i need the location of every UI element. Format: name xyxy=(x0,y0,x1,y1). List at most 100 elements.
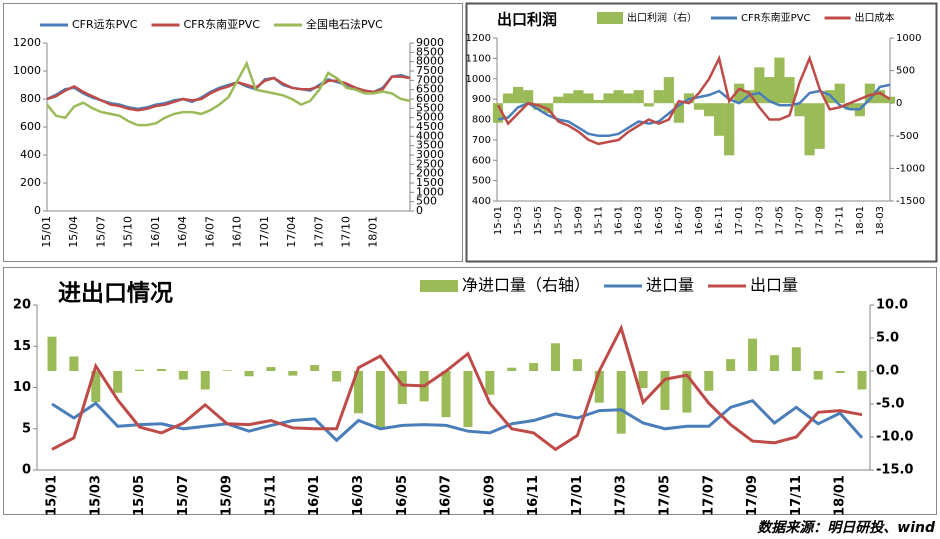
x-tick-label: 16-07 xyxy=(674,206,685,235)
bar xyxy=(813,371,823,380)
bar xyxy=(266,367,276,371)
bar xyxy=(726,359,736,371)
x-tick-label: 18-03 xyxy=(875,206,886,235)
y-tick-label: 400 xyxy=(20,148,41,161)
y-tick-label: 5000 xyxy=(416,111,444,124)
bar xyxy=(857,371,867,390)
y-tick-label: 6500 xyxy=(416,83,444,96)
y-tick-label: 700 xyxy=(472,135,491,146)
bar xyxy=(703,103,715,117)
y-tick-label: 0 xyxy=(22,463,31,478)
x-tick-label: 16/05 xyxy=(395,475,410,516)
bar xyxy=(529,363,539,371)
x-tick-label: 16-05 xyxy=(654,206,665,235)
legend-label: 净进口量（右轴） xyxy=(462,276,590,295)
bar xyxy=(864,83,875,104)
y-tick-label: 5.0 xyxy=(876,331,899,346)
y-tick-label: 0 xyxy=(416,204,423,217)
bar xyxy=(804,103,815,156)
y-tick-label: 600 xyxy=(472,155,491,166)
x-tick-label: 15-11 xyxy=(594,206,605,235)
y-tick-label: 10.0 xyxy=(876,298,908,313)
y-tick-label: 4000 xyxy=(416,129,444,142)
y-tick-label: 0.0 xyxy=(876,364,899,379)
chart-title: 出口利润 xyxy=(497,11,557,29)
y-tick-label: 6000 xyxy=(416,92,444,105)
bar xyxy=(551,343,561,371)
x-tick-label: 17/11 xyxy=(789,475,804,516)
y-tick-label: 9000 xyxy=(416,36,444,49)
y-tick-label: 400 xyxy=(472,196,491,207)
x-tick-label: 16/01 xyxy=(149,216,162,248)
bar xyxy=(563,93,574,104)
x-tick-label: 18/01 xyxy=(367,216,380,248)
y-tick-label: 1000 xyxy=(896,33,921,44)
legend-label: CFR东南亚PVC xyxy=(184,18,261,31)
bar xyxy=(693,103,705,110)
bar xyxy=(397,371,407,404)
panel-frame xyxy=(465,2,938,263)
bar xyxy=(375,371,385,429)
y-tick-label: 1000 xyxy=(13,64,41,77)
y-tick-label: -15.0 xyxy=(876,463,913,478)
y-tick-label: 20 xyxy=(13,298,31,313)
y-tick-label: 0 xyxy=(34,204,41,217)
line-series xyxy=(46,75,411,112)
bar xyxy=(353,371,363,414)
bar xyxy=(572,359,582,371)
bar xyxy=(69,356,79,371)
y-tick-label: 3000 xyxy=(416,148,444,161)
legend-label: 全国电石法PVC xyxy=(306,17,383,31)
x-tick-label: 15/11 xyxy=(263,475,278,516)
x-tick-label: 15/04 xyxy=(67,216,80,248)
x-tick-label: 16-09 xyxy=(694,206,705,235)
legend-swatch xyxy=(597,12,623,24)
bar xyxy=(441,371,451,418)
y-tick-label: 0 xyxy=(896,98,902,109)
bar xyxy=(583,93,594,104)
y-tick-label: 5500 xyxy=(416,101,444,114)
x-tick-label: 16/11 xyxy=(526,475,541,516)
line-series xyxy=(46,60,411,127)
bar xyxy=(288,371,298,376)
bar xyxy=(244,371,254,377)
line-series xyxy=(496,54,891,146)
x-tick-label: 16/01 xyxy=(307,475,322,516)
y-tick-label: 15 xyxy=(13,339,31,354)
x-tick-label: 16-01 xyxy=(614,206,625,235)
x-tick-label: 17/07 xyxy=(312,216,325,248)
bar xyxy=(613,90,624,104)
legend-label: 出口量 xyxy=(750,276,798,295)
x-tick-label: 16/03 xyxy=(351,475,366,516)
y-tick-label: 1000 xyxy=(416,185,444,198)
y-tick-label: -1500 xyxy=(896,196,925,207)
bar xyxy=(200,371,210,390)
source-note: 数据来源：明日研投、wind xyxy=(757,519,936,536)
bar xyxy=(332,371,342,382)
bar xyxy=(794,103,805,117)
bar xyxy=(623,93,634,104)
x-tick-label: 15/09 xyxy=(220,475,235,516)
bar xyxy=(593,99,604,104)
y-tick-label: 10 xyxy=(13,380,31,395)
x-tick-label: 16/07 xyxy=(439,475,454,516)
y-tick-label: 7000 xyxy=(416,73,444,86)
bar xyxy=(492,103,504,123)
y-tick-label: 8000 xyxy=(416,55,444,68)
y-tick-label: 1100 xyxy=(466,53,491,64)
x-tick-label: 18-01 xyxy=(855,206,866,235)
y-tick-label: 3500 xyxy=(416,139,444,152)
x-tick-label: 17/01 xyxy=(258,216,271,248)
bar xyxy=(47,336,57,371)
x-tick-label: 17/01 xyxy=(570,475,585,516)
y-tick-label: 500 xyxy=(416,195,437,208)
y-tick-label: 1200 xyxy=(466,33,491,44)
x-tick-label: 15/03 xyxy=(88,475,103,516)
bar xyxy=(884,96,896,104)
y-tick-label: 5 xyxy=(22,421,31,436)
bar xyxy=(156,369,166,371)
x-tick-label: 16/10 xyxy=(231,216,244,248)
bar xyxy=(643,103,654,107)
x-tick-label: 15/01 xyxy=(40,216,53,248)
legend-label: CFR东南亚PVC xyxy=(741,11,811,24)
